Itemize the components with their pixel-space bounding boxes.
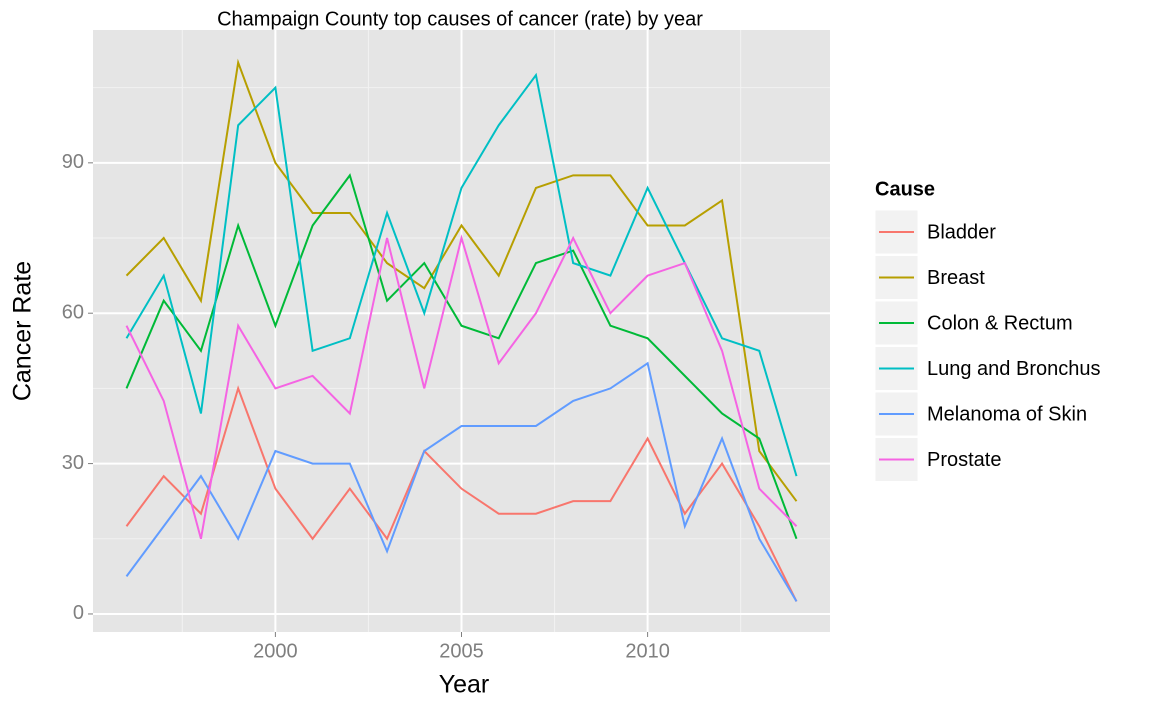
legend-label: Prostate (927, 449, 1001, 471)
x-tick-label: 2000 (253, 640, 298, 662)
series-line (125, 173, 798, 540)
legend-label: Bladder (927, 221, 996, 243)
legend-label: Lung and Bronchus (927, 358, 1100, 380)
y-tick-label: 30 (62, 452, 84, 474)
series-line (125, 234, 798, 540)
legend-label: Melanoma of Skin (927, 403, 1087, 425)
y-tick-label: 90 (62, 151, 84, 173)
y-tick-label: 0 (73, 602, 84, 624)
series-line (125, 385, 798, 602)
legend-title: Cause (875, 178, 935, 200)
chart-title: Champaign County top causes of cancer (r… (217, 8, 703, 30)
legend-label: Breast (927, 267, 985, 289)
series-line (125, 361, 798, 602)
series-line (125, 58, 798, 502)
y-axis-title: Cancer Rate (9, 261, 37, 401)
x-tick-label: 2005 (439, 640, 484, 662)
y-tick-label: 60 (62, 301, 84, 323)
x-tick-label: 2010 (625, 640, 670, 662)
legend-label: Colon & Rectum (927, 312, 1073, 334)
x-axis-title: Year (439, 671, 490, 699)
